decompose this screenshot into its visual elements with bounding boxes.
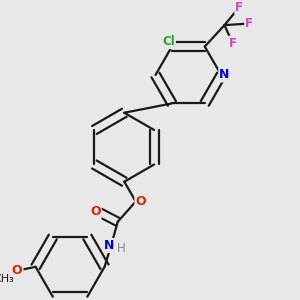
Text: F: F <box>235 1 243 13</box>
Text: F: F <box>229 37 237 50</box>
Text: H: H <box>117 242 126 255</box>
Text: N: N <box>219 68 230 82</box>
Text: F: F <box>245 17 253 30</box>
Text: O: O <box>90 206 101 218</box>
Text: N: N <box>104 239 115 252</box>
Text: O: O <box>135 195 146 208</box>
Text: Cl: Cl <box>162 35 175 48</box>
Text: CH₃: CH₃ <box>0 274 14 284</box>
Text: O: O <box>12 264 22 277</box>
